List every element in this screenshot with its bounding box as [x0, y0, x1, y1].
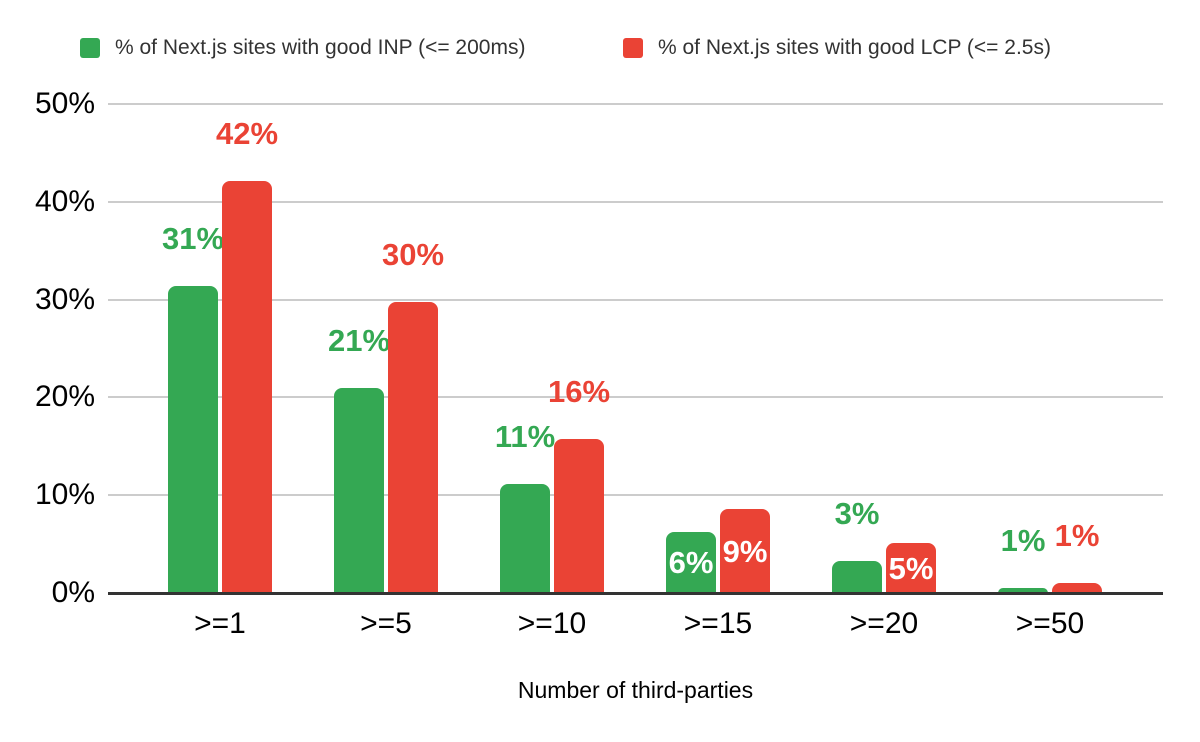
y-axis-tick-label: 30% [34, 282, 95, 316]
y-axis-tick-label: 10% [34, 478, 95, 512]
legend-item-lcp: % of Next.js sites with good LCP (<= 2.5… [623, 37, 1051, 59]
bar-inp-ge5 [334, 388, 384, 593]
bar-lcp-ge5 [388, 302, 438, 593]
x-axis-title: Number of third-parties [517, 677, 754, 703]
gridline [108, 494, 1163, 497]
bar-label-inp-ge15: 6% [668, 545, 714, 580]
bar-label-lcp-ge10: 16% [547, 374, 611, 409]
bar-inp-ge20 [832, 561, 882, 593]
gridline [108, 396, 1163, 399]
bar-label-inp-ge20: 3% [834, 496, 880, 531]
bar-label-inp-ge50: 1% [1000, 523, 1046, 558]
x-axis-tick-label: >=50 [1015, 607, 1085, 640]
bar-lcp-ge1 [222, 181, 272, 593]
legend-swatch-lcp-icon [623, 38, 643, 58]
bar-label-inp-ge5: 21% [327, 323, 391, 358]
legend-item-inp: % of Next.js sites with good INP (<= 200… [80, 37, 525, 59]
bar-inp-ge10 [500, 484, 550, 593]
bar-lcp-ge10 [554, 439, 604, 593]
bar-inp-ge1 [168, 286, 218, 593]
x-axis-tick-label: >=1 [194, 607, 246, 640]
bar-inp-ge50 [998, 588, 1048, 593]
bar-label-lcp-ge50: 1% [1054, 518, 1100, 553]
y-axis-tick-label: 0% [51, 576, 95, 609]
bar-label-inp-ge1: 31% [161, 221, 225, 256]
gridline [108, 298, 1163, 301]
gridline [108, 200, 1163, 203]
x-axis-tick-label: >=5 [360, 607, 412, 640]
bar-label-lcp-ge15: 9% [722, 534, 768, 569]
bar-label-lcp-ge1: 42% [215, 116, 279, 151]
y-axis-tick-label: 40% [34, 184, 95, 218]
x-axis-tick-label: >=15 [683, 607, 753, 640]
x-axis-tick-label: >=10 [517, 607, 587, 640]
gridline [108, 103, 1163, 105]
legend-label-inp: % of Next.js sites with good INP (<= 200… [115, 36, 526, 59]
bar-lcp-ge50 [1052, 583, 1102, 593]
legend-swatch-inp-icon [80, 38, 100, 58]
y-axis-tick-label: 20% [34, 380, 95, 414]
bar-label-lcp-ge5: 30% [381, 237, 445, 272]
x-axis-line [108, 592, 1163, 595]
bar-inp-ge15 [666, 532, 716, 593]
bar-lcp-ge15 [720, 509, 770, 593]
bar-lcp-ge20 [886, 543, 936, 593]
bar-label-inp-ge10: 11% [494, 419, 556, 454]
x-axis-tick-label: >=20 [849, 607, 919, 640]
legend-label-lcp: % of Next.js sites with good LCP (<= 2.5… [658, 36, 1051, 59]
bar-label-lcp-ge20: 5% [888, 551, 934, 586]
legend: % of Next.js sites with good INP (<= 200… [0, 0, 1200, 80]
y-axis-tick-label: 50% [34, 87, 95, 120]
